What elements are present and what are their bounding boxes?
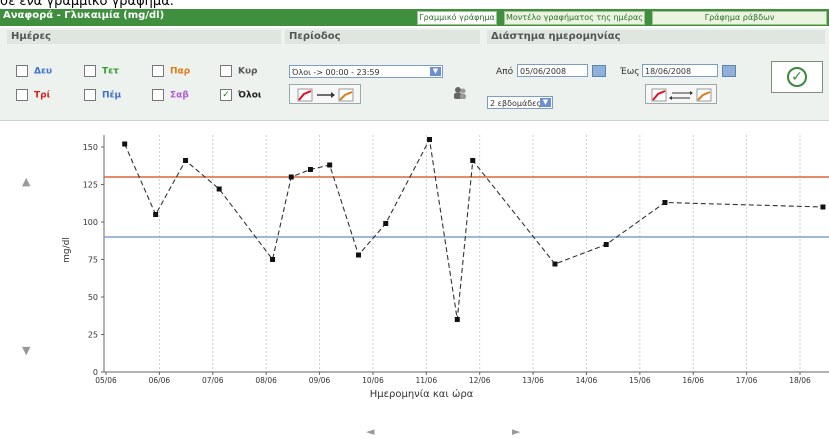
day-label: Σαβ <box>170 90 189 101</box>
day-checkbox-wed[interactable]: Τετ <box>84 65 119 77</box>
day-label: Κυρ <box>238 66 258 77</box>
data-point <box>470 158 476 163</box>
weeks-select[interactable]: 2 εβδομάδες ▼ <box>487 96 553 109</box>
tab-line-chart[interactable]: Γραμμικό γράφημα <box>417 11 497 25</box>
x-tick-label: 08/06 <box>255 376 277 385</box>
day-label: Όλοι <box>238 90 262 101</box>
to-date-input[interactable]: 18/06/2008 <box>642 64 718 77</box>
swap-range-button[interactable] <box>645 84 717 104</box>
calendar-icon[interactable] <box>722 65 736 77</box>
checkbox-box[interactable] <box>16 65 28 77</box>
x-tick-label: 13/06 <box>522 376 544 385</box>
day-checkbox-mon[interactable]: Δευ <box>16 65 52 77</box>
section-period: Περίοδος <box>285 30 480 44</box>
report-titlebar: Αναφορά - Γλυκαιμία (mg/dl) Γραμμικό γρά… <box>0 9 829 26</box>
data-point <box>153 212 159 217</box>
section-days: Ημέρες <box>7 30 281 44</box>
y-tick-label: 25 <box>88 331 98 340</box>
chart-swap-icon <box>651 88 712 102</box>
x-tick-label: 14/06 <box>576 376 598 385</box>
caption-text: σε ένα γραμμικό γράφημα. <box>0 0 174 9</box>
day-label: Παρ <box>170 66 191 77</box>
arrow-left-icon[interactable]: ◄ <box>366 425 375 438</box>
x-tick-label: 07/06 <box>202 376 224 385</box>
y-tick-label: 0 <box>93 368 98 377</box>
day-checkbox-thu[interactable]: Πέμ <box>84 89 121 101</box>
y-axis-title: mg/dl <box>62 237 72 263</box>
y-tick-label: 125 <box>83 181 98 190</box>
arrow-down-icon[interactable]: ▼ <box>22 344 31 357</box>
data-point <box>820 204 826 210</box>
chevron-down-icon[interactable]: ▼ <box>430 67 441 76</box>
checkbox-box[interactable] <box>84 65 96 77</box>
data-point <box>383 221 389 226</box>
data-point <box>603 242 609 247</box>
period-select-value: Όλοι -> 00:00 - 23:59 <box>292 68 380 77</box>
arrow-right-icon[interactable]: ► <box>512 425 521 438</box>
day-checkbox-all[interactable]: ✓ Όλοι <box>220 89 261 101</box>
data-point <box>356 252 362 258</box>
checkbox-box-checked[interactable]: ✓ <box>220 89 232 101</box>
data-point <box>327 162 333 168</box>
x-tick-label: 12/06 <box>469 376 491 385</box>
y-tick-label: 50 <box>88 293 98 302</box>
x-tick-label: 16/06 <box>682 376 704 385</box>
calendar-icon[interactable] <box>592 65 606 77</box>
data-point <box>216 186 222 192</box>
checkbox-box[interactable] <box>84 89 96 101</box>
data-point <box>662 200 668 205</box>
x-tick-label: 18/06 <box>789 376 811 385</box>
y-tick-label: 75 <box>88 256 98 265</box>
report-title: Αναφορά - Γλυκαιμία (mg/dl) <box>3 10 165 21</box>
x-tick-label: 06/06 <box>149 376 171 385</box>
y-tick-label: 100 <box>83 218 98 227</box>
x-tick-label: 11/06 <box>415 376 437 385</box>
section-date-range: Διάστημα ημερομηνίας <box>487 30 825 44</box>
data-point <box>183 158 189 163</box>
chart-arrow-icon <box>297 88 354 102</box>
data-point <box>307 167 313 172</box>
checkbox-box[interactable] <box>152 89 164 101</box>
x-tick-label: 09/06 <box>309 376 331 385</box>
ok-button[interactable]: ✓ <box>771 61 823 93</box>
x-tick-label: 10/06 <box>362 376 384 385</box>
x-tick-label: 17/06 <box>736 376 758 385</box>
data-point <box>454 317 460 322</box>
chevron-down-icon[interactable]: ▼ <box>540 98 551 107</box>
data-point <box>552 261 558 267</box>
data-point <box>427 137 433 142</box>
day-label: Πέμ <box>102 90 122 101</box>
to-label: Έως <box>620 67 640 77</box>
apply-period-button[interactable] <box>289 84 361 104</box>
x-tick-label: 05/06 <box>95 376 117 385</box>
data-point <box>270 257 276 262</box>
users-icon-glyph <box>454 87 466 99</box>
data-point <box>122 141 128 147</box>
tab-daily-model[interactable]: Μοντέλο γραφήματος της ημέρας <box>504 11 645 25</box>
day-checkbox-sun[interactable]: Κυρ <box>220 65 258 77</box>
checkbox-box[interactable] <box>16 89 28 101</box>
checkbox-box[interactable] <box>220 65 232 77</box>
tab-bar-chart[interactable]: Γράφημα ράβδων <box>652 11 827 25</box>
series-line <box>124 137 823 320</box>
day-checkbox-fri[interactable]: Παρ <box>152 65 190 77</box>
arrow-up-icon[interactable]: ▲ <box>22 175 31 188</box>
users-icon <box>453 86 467 100</box>
x-axis-title: Ημερομηνία και ώρα <box>370 388 474 400</box>
day-checkbox-sat[interactable]: Σαβ <box>152 89 189 101</box>
from-date-input[interactable]: 05/06/2008 <box>517 64 588 77</box>
day-label: Τρί <box>34 90 51 101</box>
day-checkbox-tue[interactable]: Τρί <box>16 89 50 101</box>
weeks-select-value: 2 εβδομάδες <box>490 99 542 108</box>
y-tick-label: 150 <box>83 143 98 152</box>
check-icon: ✓ <box>787 67 807 87</box>
checkbox-box[interactable] <box>152 65 164 77</box>
day-label: Δευ <box>34 66 53 77</box>
x-tick-label: 15/06 <box>629 376 651 385</box>
from-label: Από <box>496 67 514 77</box>
period-select[interactable]: Όλοι -> 00:00 - 23:59 ▼ <box>289 65 443 78</box>
day-label: Τετ <box>102 66 119 77</box>
data-point <box>288 174 294 180</box>
